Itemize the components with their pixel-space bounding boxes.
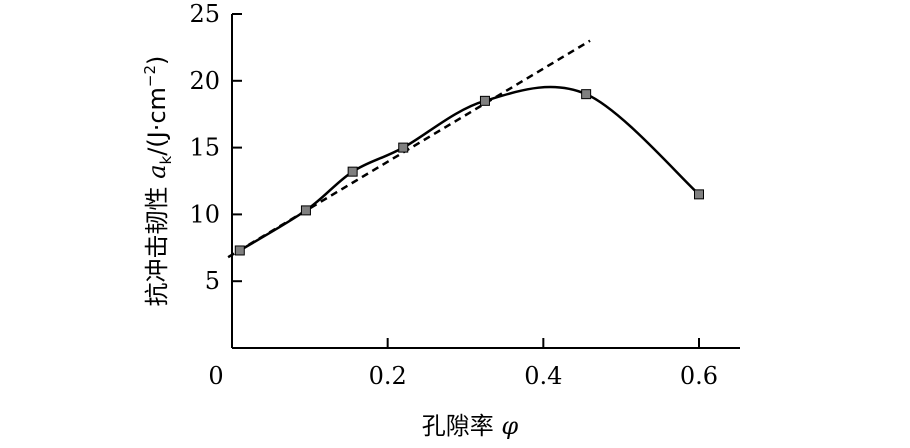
y-axis-symbol: a [143,164,171,178]
data-point [234,245,245,256]
ticks: 5 10 15 20 25 0 0.2 0.4 0.6 [189,0,718,390]
y-tick-label: 25 [189,0,220,28]
y-axis-title: 抗冲击韧性 ak/(J·cm−2) [141,56,175,307]
y-axis-subscript: k [157,155,175,164]
data-point [581,89,592,100]
axes [231,14,740,349]
y-axis-unit-close: ) [143,56,171,65]
x-tick-label: 0.4 [524,362,562,390]
labels: 孔隙率 φ 抗冲击韧性 ak/(J·cm−2) [141,56,518,440]
data-point [300,205,311,216]
y-tick-label: 15 [189,134,220,162]
y-tick-label: 10 [189,200,220,228]
y-tick-label: 20 [189,67,220,95]
fit-line [227,39,591,259]
y-tick-label: 5 [205,267,220,295]
y-axis-unit-open: /(J·cm [143,87,171,156]
x-axis-title-text: 孔隙率 [422,412,502,440]
x-tick-label: 0.2 [369,362,407,390]
y-axis-title-text: 抗冲击韧性 [143,179,171,307]
data-point [347,166,358,177]
data-point [694,189,704,200]
x-axis-title: 孔隙率 φ [422,412,519,440]
series [227,39,704,259]
y-axis-unit-exp: −2 [141,65,159,87]
x-axis-symbol: φ [501,412,518,440]
data-point [479,95,490,106]
x-tick-label: 0.6 [680,362,718,390]
x-tick-label: 0 [208,362,223,390]
data-point [398,142,409,153]
